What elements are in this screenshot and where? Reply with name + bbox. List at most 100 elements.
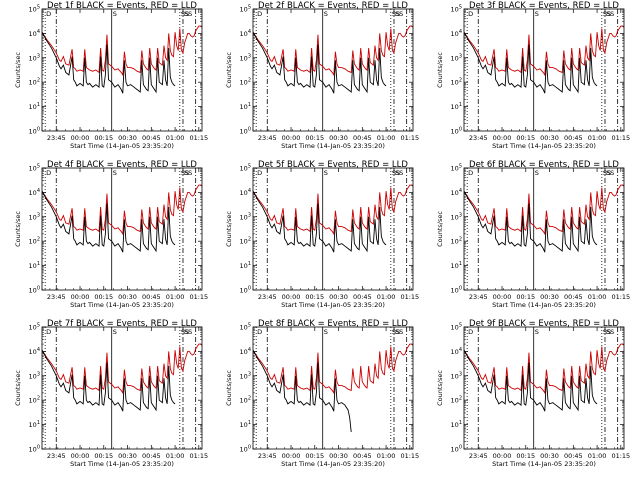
x-tick-label: 23:45 xyxy=(258,134,277,142)
x-tick-label: 00:30 xyxy=(118,452,137,460)
y-tick-label: 104 xyxy=(29,188,40,197)
saa-annotation: S xyxy=(535,328,539,336)
y-tick-label: 102 xyxy=(451,78,462,87)
x-tick-label: 00:00 xyxy=(493,452,512,460)
y-tick-label: 104 xyxy=(29,29,40,38)
saa-annotation: D xyxy=(468,328,473,336)
series-group xyxy=(42,25,202,94)
plot-frame xyxy=(41,326,203,450)
y-tick-label: 100 xyxy=(451,445,462,454)
y-tick-label: 104 xyxy=(29,347,40,356)
x-tick-label: 01:15 xyxy=(189,134,208,142)
series-group xyxy=(42,343,202,412)
y-tick-label: 100 xyxy=(240,445,251,454)
saa-annotation: SS xyxy=(181,328,189,336)
series-line-lld xyxy=(464,184,624,236)
y-tick-label: 102 xyxy=(29,78,40,87)
y-tick-label: 104 xyxy=(451,29,462,38)
panel-title: Det 1f BLACK = Events, RED = LLD xyxy=(47,1,197,11)
y-tick-label: 103 xyxy=(29,53,40,62)
y-tick-label: 101 xyxy=(451,102,462,111)
plot-frame xyxy=(41,167,203,291)
x-tick-label: 00:15 xyxy=(305,293,324,301)
y-tick-label: 101 xyxy=(240,102,251,111)
series-line-lld xyxy=(464,25,624,77)
x-tick-label: 00:30 xyxy=(118,134,137,142)
x-tick-label: 23:45 xyxy=(47,452,66,460)
x-tick-label: 01:15 xyxy=(189,293,208,301)
y-tick-label: 101 xyxy=(29,261,40,270)
plot-frame xyxy=(463,167,625,291)
x-tick-label: 00:15 xyxy=(305,452,324,460)
x-tick-label: 00:30 xyxy=(329,134,348,142)
y-axis-label: Counts/sec xyxy=(14,211,22,247)
y-tick-label: 100 xyxy=(29,445,40,454)
x-axis-label: Start Time (14-Jan-05 23:35:20) xyxy=(281,142,385,150)
saa-annotation: SS xyxy=(392,169,400,177)
vertical-markers xyxy=(466,168,619,290)
series-line-lld xyxy=(42,184,202,236)
y-axis-label: Counts/sec xyxy=(436,370,444,406)
x-tick-label: 23:45 xyxy=(258,452,277,460)
x-tick-label: 23:45 xyxy=(258,293,277,301)
saa-annotation: D xyxy=(468,169,473,177)
x-tick-label: 01:00 xyxy=(377,452,396,460)
series-group xyxy=(464,343,624,412)
y-tick-label: 104 xyxy=(240,347,251,356)
x-tick-label: 23:45 xyxy=(469,293,488,301)
y-tick-label: 100 xyxy=(240,286,251,295)
y-axis-label: Counts/sec xyxy=(225,211,233,247)
x-axis-label: Start Time (14-Jan-05 23:35:20) xyxy=(281,460,385,468)
x-tick-label: 00:00 xyxy=(493,293,512,301)
saa-annotation: S xyxy=(535,10,539,18)
x-tick-label: 01:00 xyxy=(588,452,607,460)
x-axis-label: Start Time (14-Jan-05 23:35:20) xyxy=(70,142,174,150)
y-tick-label: 105 xyxy=(451,323,462,332)
y-tick-label: 104 xyxy=(451,347,462,356)
x-tick-label: 00:45 xyxy=(564,293,583,301)
series-line-events xyxy=(42,190,176,253)
x-tick-label: 01:00 xyxy=(588,293,607,301)
series-line-lld xyxy=(42,343,202,395)
y-tick-label: 101 xyxy=(240,261,251,270)
x-tick-label: 01:15 xyxy=(400,293,419,301)
y-tick-label: 104 xyxy=(240,29,251,38)
x-tick-label: 00:00 xyxy=(282,134,301,142)
saa-annotation: SS xyxy=(392,10,400,18)
x-tick-label: 00:30 xyxy=(540,293,559,301)
x-tick-label: 00:30 xyxy=(540,452,559,460)
y-tick-label: 103 xyxy=(451,212,462,221)
series-line-events xyxy=(464,349,598,412)
y-tick-label: 104 xyxy=(451,188,462,197)
y-tick-label: 100 xyxy=(29,286,40,295)
y-tick-label: 102 xyxy=(240,237,251,246)
saa-annotation: D xyxy=(257,10,262,18)
panel-title: Det 6f BLACK = Events, RED = LLD xyxy=(469,160,619,170)
y-tick-label: 103 xyxy=(240,371,251,380)
series-group xyxy=(253,184,413,253)
y-tick-label: 105 xyxy=(240,5,251,14)
vertical-markers xyxy=(44,9,197,131)
x-axis-label: Start Time (14-Jan-05 23:35:20) xyxy=(492,301,596,309)
x-tick-label: 01:00 xyxy=(166,452,185,460)
x-tick-label: 00:15 xyxy=(94,293,113,301)
y-tick-label: 102 xyxy=(240,78,251,87)
x-tick-label: 23:45 xyxy=(47,134,66,142)
x-tick-label: 00:15 xyxy=(94,134,113,142)
saa-annotation: SS xyxy=(184,169,192,177)
x-tick-label: 00:45 xyxy=(353,293,372,301)
series-line-lld xyxy=(253,184,413,236)
saa-annotation: SS xyxy=(603,10,611,18)
y-tick-label: 101 xyxy=(451,261,462,270)
saa-annotation: S xyxy=(535,169,539,177)
x-tick-label: 00:00 xyxy=(71,134,90,142)
saa-annotation: SS xyxy=(606,10,614,18)
series-group xyxy=(253,25,413,94)
y-tick-label: 101 xyxy=(29,102,40,111)
saa-annotation: SS xyxy=(395,169,403,177)
y-tick-label: 101 xyxy=(451,420,462,429)
saa-annotation: D xyxy=(46,169,51,177)
